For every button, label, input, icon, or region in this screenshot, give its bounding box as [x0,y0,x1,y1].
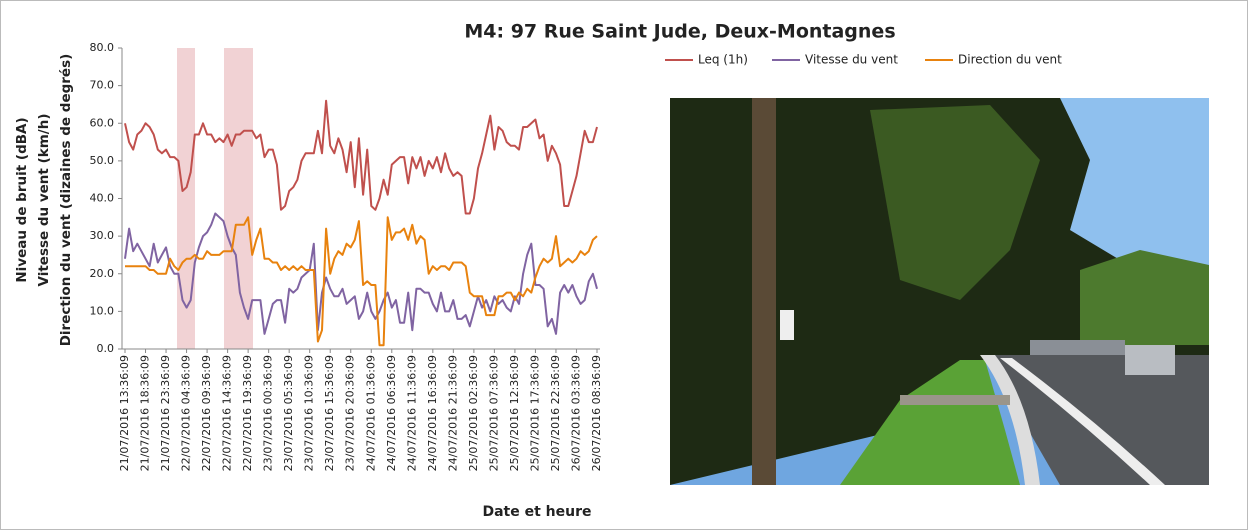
y-tick-label: 70.0 [90,79,115,92]
x-tick-label: 24/07/2016 01:36:09 [364,355,377,471]
highlight [224,48,253,349]
x-tick-label: 23/07/2016 05:36:09 [282,355,295,471]
y-axis-title: Vitesse du vent (km/h) [36,114,52,287]
legend-label: Vitesse du vent [805,53,898,67]
x-tick-label: 26/07/2016 03:36:09 [569,355,582,471]
y-tick-label: 50.0 [90,154,115,167]
x-tick-label: 21/07/2016 13:36:09 [118,355,131,471]
x-tick-label: 22/07/2016 19:36:09 [241,355,254,471]
x-tick-label: 25/07/2016 17:36:09 [528,355,541,471]
y-axis-title: Niveau de bruit (dBA) [14,117,30,282]
x-tick-label: 23/07/2016 10:36:09 [303,355,316,471]
x-tick-label: 22/07/2016 09:36:09 [200,355,213,471]
y-tick-label: 0.0 [97,342,115,355]
y-tick-label: 60.0 [90,116,115,129]
legend-label: Leq (1h) [698,53,748,67]
x-tick-label: 22/07/2016 14:36:09 [221,355,234,471]
x-tick-label: 26/07/2016 08:36:09 [590,355,603,471]
x-tick-label: 24/07/2016 06:36:09 [385,355,398,471]
x-tick-label: 21/07/2016 23:36:09 [159,355,172,471]
x-tick-label: 25/07/2016 02:36:09 [467,355,480,471]
x-tick-label: 24/07/2016 16:36:09 [426,355,439,471]
y-tick-label: 30.0 [90,229,115,242]
page: M4: 97 Rue Saint Jude, Deux-Montagnes Da… [0,0,1249,531]
x-tick-label: 23/07/2016 00:36:09 [262,355,275,471]
photo [670,98,1209,485]
y-axis-title: Direction du vent (dizaines de degrés) [58,54,74,347]
y-tick-label: 20.0 [90,267,115,280]
chart-title: M4: 97 Rue Saint Jude, Deux-Montagnes [464,21,895,43]
x-tick-label: 25/07/2016 07:36:09 [487,355,500,471]
legend-label: Direction du vent [958,53,1062,67]
x-tick-label: 23/07/2016 20:36:09 [344,355,357,471]
y-tick-label: 80.0 [90,41,115,54]
x-tick-label: 22/07/2016 04:36:09 [180,355,193,471]
x-tick-label: 23/07/2016 15:36:09 [323,355,336,471]
y-tick-label: 10.0 [90,304,115,317]
x-tick-label: 21/07/2016 18:36:09 [139,355,152,471]
x-axis-title: Date et heure [482,504,591,520]
x-tick-label: 25/07/2016 22:36:09 [549,355,562,471]
chart: M4: 97 Rue Saint Jude, Deux-Montagnes Da… [0,0,1249,531]
highlight [177,48,195,349]
x-tick-label: 24/07/2016 21:36:09 [446,355,459,471]
y-tick-label: 40.0 [90,192,115,205]
x-tick-label: 25/07/2016 12:36:09 [508,355,521,471]
x-tick-label: 24/07/2016 11:36:09 [405,355,418,471]
